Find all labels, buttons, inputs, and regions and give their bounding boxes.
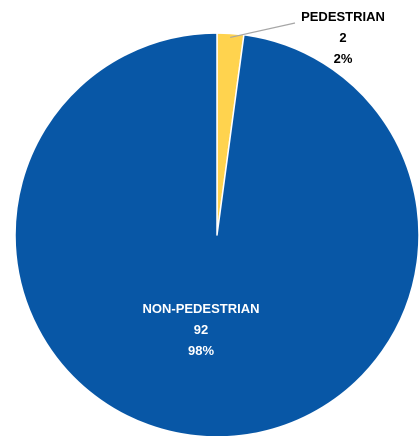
pie-slices xyxy=(14,32,420,436)
label-non-pedestrian-name: NON-PEDESTRIAN xyxy=(142,301,259,316)
pie-slice-non-pedestrian xyxy=(14,32,420,436)
slice-label-non-pedestrian: NON-PEDESTRIAN 92 98% xyxy=(142,301,259,358)
label-non-pedestrian-percent: 98% xyxy=(188,343,214,358)
label-pedestrian-percent: 2% xyxy=(334,51,353,66)
leader-line-pedestrian xyxy=(230,22,296,39)
label-pedestrian-name: PEDESTRIAN xyxy=(301,9,385,24)
label-pedestrian-value: 2 xyxy=(339,30,346,45)
slice-label-pedestrian: PEDESTRIAN 2 2% xyxy=(301,9,385,66)
label-non-pedestrian-value: 92 xyxy=(194,322,208,337)
